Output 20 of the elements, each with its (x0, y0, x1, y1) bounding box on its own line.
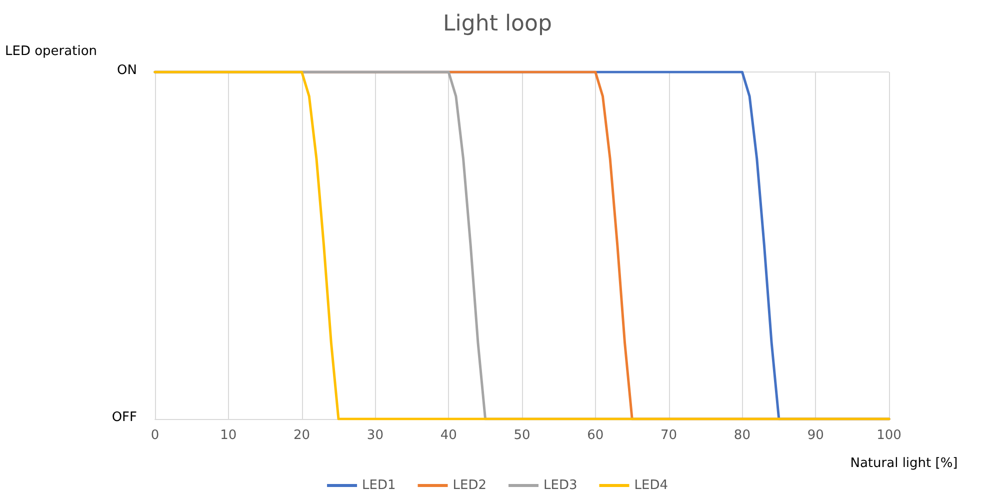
x-tick-label: 30 (366, 428, 384, 443)
legend-label: LED3 (544, 478, 578, 493)
text: ON (117, 63, 138, 78)
x-tick-label: 40 (440, 428, 457, 443)
legend-label: LED4 (634, 478, 668, 493)
x-tick-label: 20 (294, 428, 310, 443)
chart-title: Light loop (443, 12, 552, 36)
x-tick-label: 50 (514, 428, 530, 443)
legend-label: LED1 (362, 478, 396, 493)
x-tick-label: 10 (220, 428, 237, 443)
x-axis-title: Natural light [%] (850, 456, 958, 471)
x-tick-label: 80 (734, 428, 750, 443)
x-tick-label: 60 (587, 428, 604, 443)
x-tick-label: 100 (876, 428, 902, 443)
x-tick-label: 70 (660, 428, 678, 443)
legend-label: LED2 (452, 478, 487, 493)
x-tick-label: 0 (150, 428, 160, 443)
y-axis-title: LED operation (5, 44, 98, 59)
text: OFF (112, 410, 137, 425)
x-tick-label: 90 (807, 428, 824, 443)
